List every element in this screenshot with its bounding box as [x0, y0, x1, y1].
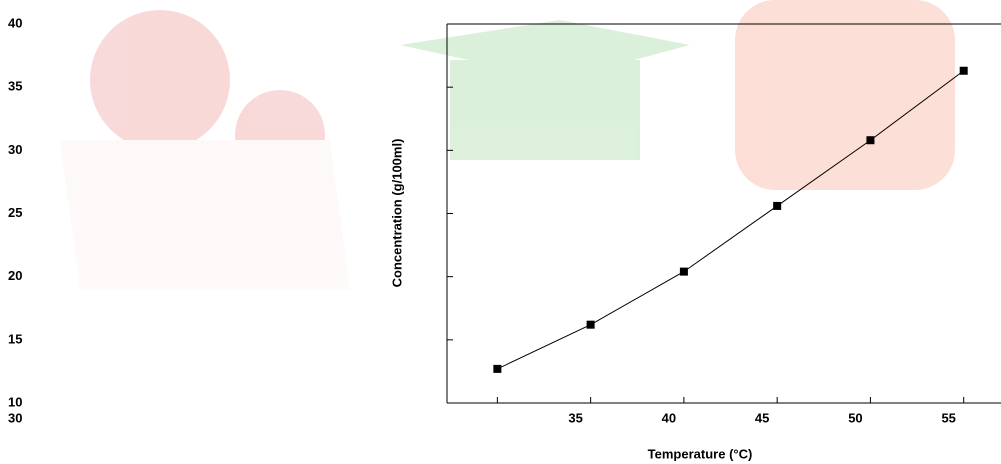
x-tick-label: 40	[662, 410, 676, 425]
x-tick-label: 45	[755, 410, 769, 425]
marker	[773, 201, 782, 210]
y-tick-label: 25	[8, 205, 22, 220]
y-tick-label: 40	[8, 15, 22, 30]
x-tick-label: 30	[8, 410, 22, 425]
y-axis-label: Concentration (g/100ml)	[389, 139, 404, 288]
y-tick-label: 15	[8, 331, 22, 346]
x-tick-label: 35	[568, 410, 582, 425]
line	[497, 70, 964, 370]
y-tick-label: 10	[8, 394, 22, 409]
y-tick-label: 30	[8, 142, 22, 157]
y-tick-label: 20	[8, 268, 22, 283]
marker	[866, 136, 875, 145]
x-tick-label: 55	[941, 410, 955, 425]
x-axis-label: Temperature (°C)	[648, 446, 753, 461]
marker	[959, 66, 968, 75]
x-tick-label: 50	[848, 410, 862, 425]
marker	[679, 267, 688, 276]
y-tick-label: 35	[8, 79, 22, 94]
marker	[586, 320, 595, 329]
marker	[493, 364, 502, 373]
watermark	[60, 0, 955, 290]
